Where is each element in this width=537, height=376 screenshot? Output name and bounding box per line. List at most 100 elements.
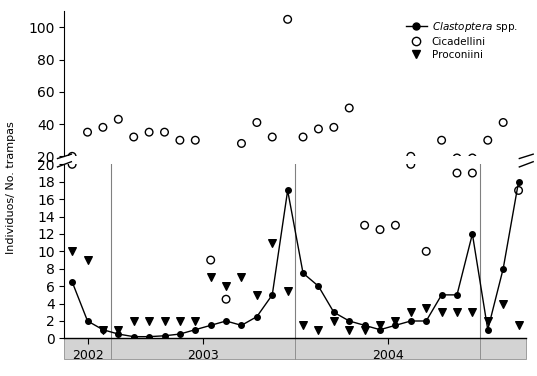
- Point: [453, 309, 461, 315]
- Point: [499, 300, 507, 306]
- Bar: [480, 338, 526, 359]
- Point: [237, 141, 246, 147]
- Point: [483, 74, 492, 80]
- Bar: [111, 338, 295, 359]
- Point: [314, 184, 323, 190]
- Point: [68, 161, 76, 167]
- Point: [191, 182, 200, 188]
- Point: [407, 181, 415, 187]
- Point: [360, 222, 369, 228]
- Point: [314, 14, 323, 20]
- Point: [237, 174, 246, 180]
- Point: [514, 158, 523, 164]
- Point: [252, 177, 261, 183]
- Point: [468, 170, 477, 176]
- Point: [191, 74, 200, 80]
- Point: [68, 249, 76, 255]
- Point: [268, 240, 277, 246]
- Point: [468, 181, 477, 187]
- Point: [360, 165, 369, 171]
- Point: [129, 134, 138, 140]
- Point: [453, 170, 461, 176]
- Point: [99, 184, 107, 190]
- Point: [268, 57, 277, 63]
- Point: [483, 318, 492, 324]
- Point: [83, 257, 92, 263]
- Point: [437, 74, 446, 80]
- Point: [191, 137, 200, 143]
- Point: [268, 168, 277, 174]
- Point: [284, 288, 292, 294]
- Point: [391, 182, 400, 188]
- Point: [176, 318, 184, 324]
- Point: [330, 124, 338, 130]
- Point: [129, 57, 138, 63]
- Point: [176, 182, 184, 188]
- Point: [499, 179, 507, 185]
- Point: [114, 327, 122, 333]
- Point: [483, 182, 492, 188]
- Point: [191, 318, 200, 324]
- Point: [422, 170, 431, 176]
- Point: [330, 5, 338, 11]
- Point: [145, 182, 154, 188]
- Bar: [295, 338, 480, 359]
- Point: [160, 129, 169, 135]
- Point: [391, 318, 400, 324]
- Point: [99, 124, 107, 130]
- Point: [83, 129, 92, 135]
- Point: [114, 184, 122, 190]
- Point: [314, 126, 323, 132]
- Point: [376, 227, 384, 233]
- Point: [160, 318, 169, 324]
- Point: [330, 182, 338, 188]
- Text: Individuos/ No. trampas: Individuos/ No. trampas: [6, 121, 16, 255]
- Point: [284, 177, 292, 183]
- Point: [252, 120, 261, 126]
- Point: [345, 327, 353, 333]
- Point: [129, 318, 138, 324]
- Point: [299, 57, 307, 63]
- Point: [376, 165, 384, 171]
- Point: [422, 305, 431, 311]
- Point: [99, 327, 107, 333]
- Point: [222, 296, 230, 302]
- Point: [376, 183, 384, 189]
- Point: [422, 180, 431, 186]
- Point: [237, 92, 246, 98]
- Point: [68, 153, 76, 159]
- Bar: [64, 338, 111, 359]
- Point: [422, 249, 431, 255]
- Point: [437, 137, 446, 143]
- Point: [514, 183, 523, 189]
- Point: [206, 171, 215, 177]
- Point: [206, 274, 215, 280]
- Point: [129, 182, 138, 188]
- Point: [345, 184, 353, 190]
- Point: [145, 31, 154, 37]
- Point: [284, 16, 292, 22]
- Legend: $Clastoptera$ spp., Cicadellini, Proconiini: $Clastoptera$ spp., Cicadellini, Proconi…: [403, 17, 521, 63]
- Point: [453, 181, 461, 187]
- Point: [314, 327, 323, 333]
- Point: [483, 137, 492, 143]
- Point: [114, 116, 122, 122]
- Point: [299, 322, 307, 328]
- Point: [83, 171, 92, 177]
- Point: [391, 222, 400, 228]
- Point: [330, 318, 338, 324]
- Point: [176, 74, 184, 80]
- Point: [514, 322, 523, 328]
- Point: [68, 170, 76, 176]
- Point: [176, 137, 184, 143]
- Point: [160, 182, 169, 188]
- Point: [499, 120, 507, 126]
- Point: [407, 161, 415, 167]
- Point: [407, 153, 415, 159]
- Point: [206, 257, 215, 263]
- Point: [222, 283, 230, 289]
- Point: [437, 181, 446, 187]
- Point: [237, 274, 246, 280]
- Point: [222, 178, 230, 184]
- Point: [145, 318, 154, 324]
